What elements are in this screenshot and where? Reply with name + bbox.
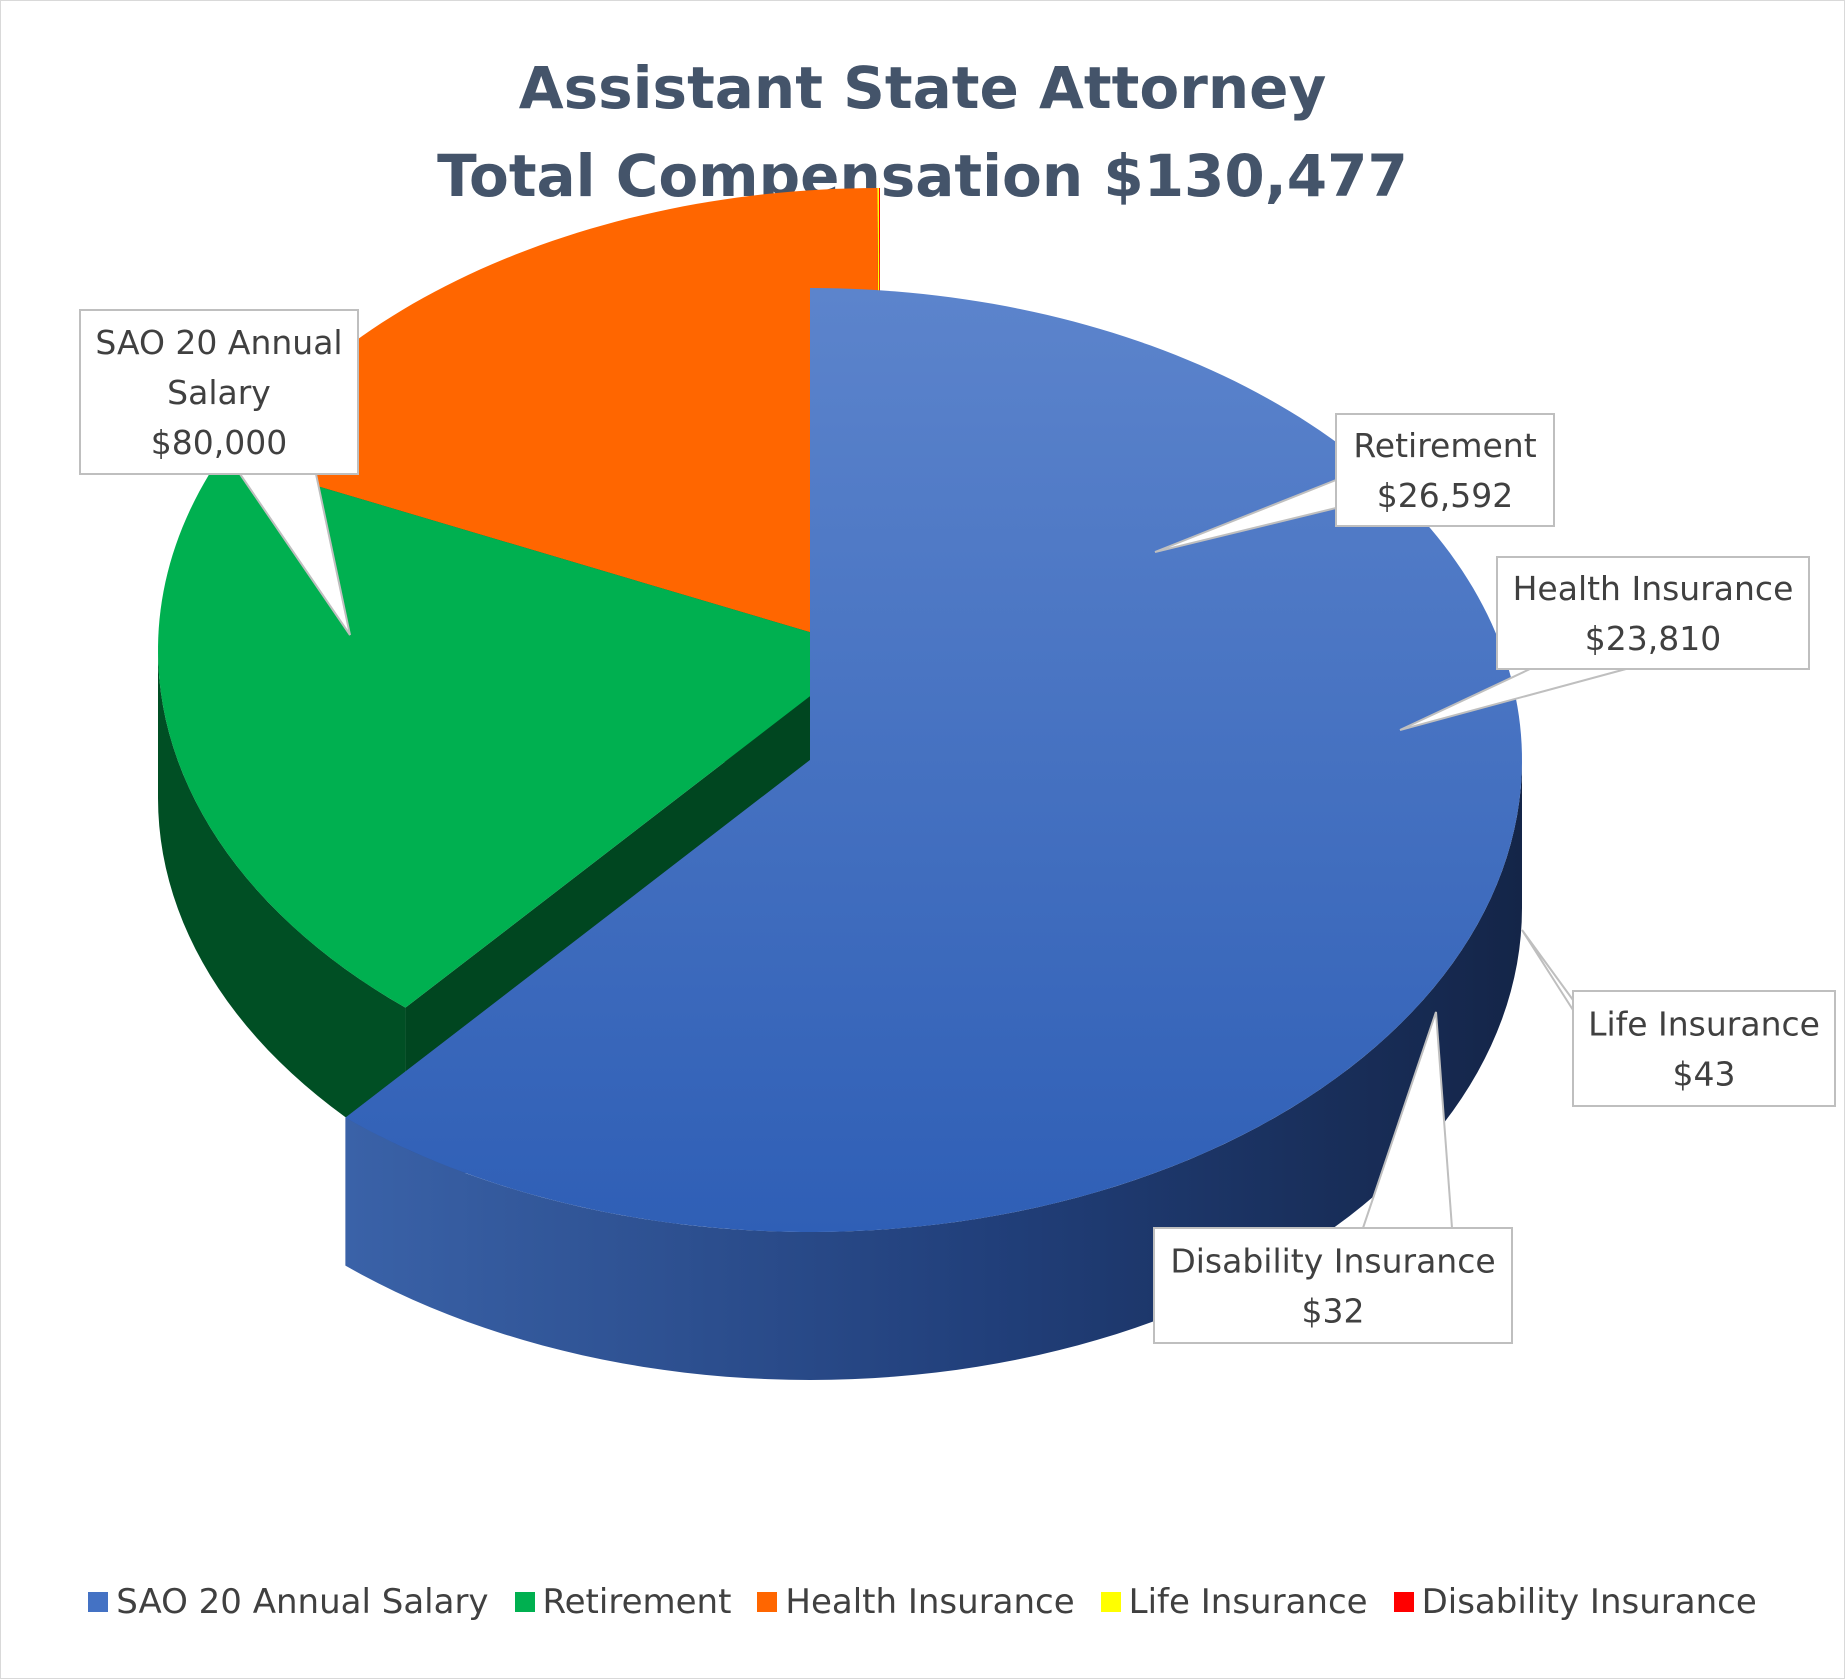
slice-side-wall [158, 650, 406, 1156]
data-label-text: Salary [167, 373, 271, 412]
data-label-text: Health Insurance [1513, 569, 1794, 608]
data-label-retirement: Retirement $26,592 [1154, 413, 1555, 553]
legend: SAO 20 Annual Salary Retirement Health Ins… [0, 1582, 1845, 1622]
chart-title: Assistant State Attorney Total Compensat… [0, 44, 1845, 220]
legend-label: SAO 20 Annual Salary [116, 1582, 489, 1622]
callout-box [1496, 556, 1810, 670]
callout-pointer [1399, 668, 1627, 731]
callout-pointer [239, 473, 351, 636]
data-label-life-insurance: Life Insurance $43 [1521, 929, 1836, 1107]
chart-title-line-2: Total Compensation $130,477 [437, 142, 1408, 210]
legend-swatch [88, 1592, 109, 1612]
data-label-text: Disability Insurance [1170, 1242, 1495, 1281]
legend-swatch [1393, 1592, 1414, 1612]
data-label-text: $80,000 [151, 423, 287, 462]
legend-label: Health Insurance [785, 1582, 1075, 1622]
legend-label: Life Insurance [1128, 1582, 1368, 1622]
legend-item-life-insurance: Life Insurance [1100, 1582, 1368, 1622]
callout-pointer [1362, 1011, 1453, 1229]
data-label-text: $23,810 [1585, 619, 1721, 658]
callout-box [1153, 1227, 1513, 1344]
callout-box [1335, 413, 1555, 527]
legend-item-health-insurance: Health Insurance [757, 1582, 1075, 1622]
data-labels: SAO 20 Annual Salary $80,000 Retirement $26,… [79, 309, 1836, 1344]
slice-side-wall [345, 760, 1522, 1380]
data-label-sao-20-annual-salary: SAO 20 Annual Salary $80,000 [79, 309, 359, 636]
legend-swatch [514, 1592, 535, 1612]
legend-item-sao-20-annual-salary: SAO 20 Annual Salary [88, 1582, 489, 1622]
pie-chart: SAO 20 Annual Salary $80,000 Retirement $26,… [79, 188, 1836, 1380]
callout-box [1572, 990, 1836, 1107]
data-label-text: SAO 20 Annual [95, 323, 342, 362]
legend-label: Disability Insurance [1421, 1582, 1757, 1622]
legend-item-disability-insurance: Disability Insurance [1393, 1582, 1757, 1622]
data-label-text: Retirement [1353, 426, 1536, 465]
slice-top-face [230, 188, 881, 660]
data-label-disability-insurance: Disability Insurance $32 [1153, 1011, 1513, 1344]
callout-pointer [1521, 929, 1574, 1011]
data-label-health-insurance: Health Insurance $23,810 [1399, 556, 1810, 731]
callout-box [79, 309, 359, 475]
data-label-text: $26,592 [1377, 476, 1513, 515]
pie-slices [158, 188, 1522, 1380]
callout-pointer [1154, 479, 1337, 553]
legend-item-retirement: Retirement [514, 1582, 732, 1622]
data-label-text: Life Insurance [1588, 1005, 1820, 1044]
chart-title-line-1: Assistant State Attorney [518, 54, 1327, 122]
data-label-text: $43 [1673, 1055, 1736, 1094]
legend-swatch [757, 1592, 778, 1612]
data-label-text: $32 [1302, 1292, 1365, 1331]
legend-swatch [1100, 1592, 1121, 1612]
legend-label: Retirement [542, 1582, 732, 1622]
